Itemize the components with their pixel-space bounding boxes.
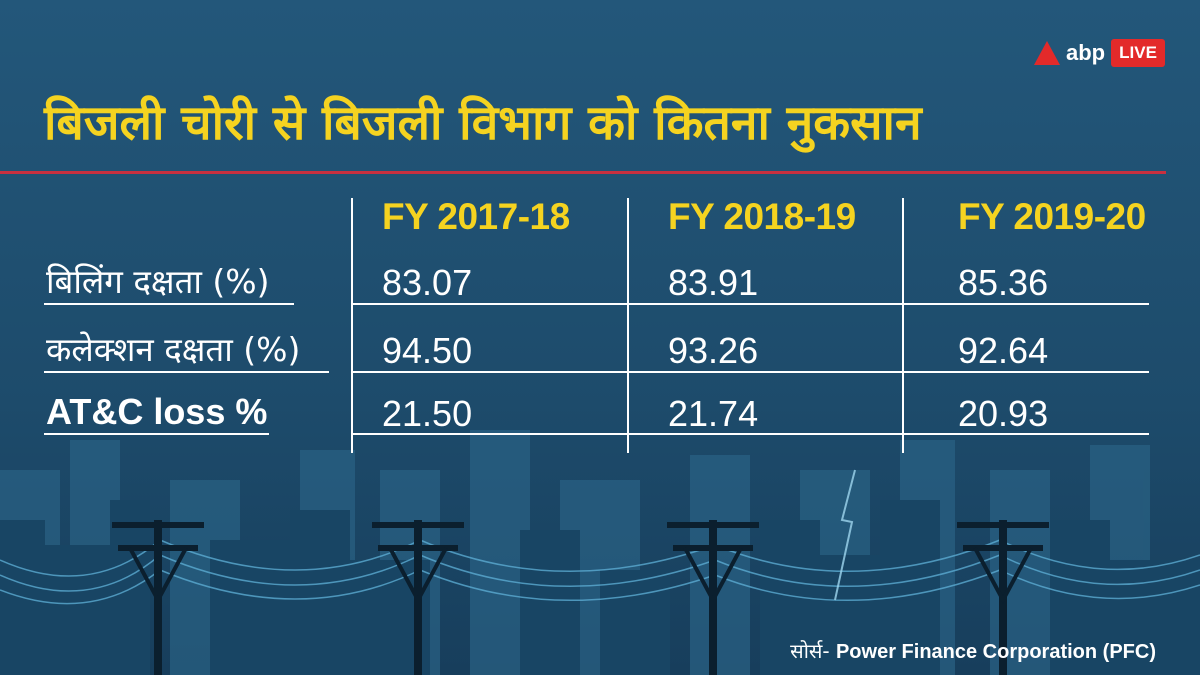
title-divider (0, 171, 1166, 174)
live-badge: LIVE (1111, 39, 1165, 67)
row-label-underline (44, 371, 329, 373)
row-label-collection-efficiency: कलेक्शन दक्षता (%) (46, 330, 301, 369)
row-divider (353, 433, 1149, 435)
source-label: सोर्स- (790, 639, 830, 663)
table-cell: 85.36 (958, 262, 1049, 303)
page-title: बिजली चोरी से बिजली विभाग को कितना नुकसा… (44, 95, 922, 151)
row-label-underline (44, 303, 294, 305)
column-header-fy-2019-20: FY 2019-20 (958, 196, 1146, 237)
brand-name: abp (1066, 40, 1106, 65)
table-cell: 83.91 (668, 262, 759, 303)
column-divider (902, 198, 904, 453)
row-label-underline (44, 433, 269, 435)
row-label-billing-efficiency: बिलिंग दक्षता (%) (46, 262, 270, 301)
abp-logo-icon (1034, 41, 1060, 65)
source-value: Power Finance Corporation (PFC) (835, 641, 1156, 663)
column-divider (351, 198, 353, 453)
table-cell: 94.50 (382, 330, 473, 371)
table-cell: 93.26 (668, 330, 759, 371)
row-divider (353, 371, 1149, 373)
table-cell: 21.50 (382, 393, 473, 434)
column-divider (627, 198, 629, 453)
column-header-fy-2017-18: FY 2017-18 (382, 196, 570, 237)
row-divider (353, 303, 1149, 305)
column-header-fy-2018-19: FY 2018-19 (668, 196, 856, 237)
row-label-atc-loss: AT&C loss % (46, 391, 268, 432)
table-cell: 83.07 (382, 262, 473, 303)
source-credit: सोर्स- Power Finance Corporation (PFC) (790, 637, 1156, 664)
table-cell: 92.64 (958, 330, 1049, 371)
table-cell: 20.93 (958, 393, 1049, 434)
table-cell: 21.74 (668, 393, 759, 434)
abp-live-logo: abp LIVE (1034, 36, 1165, 70)
